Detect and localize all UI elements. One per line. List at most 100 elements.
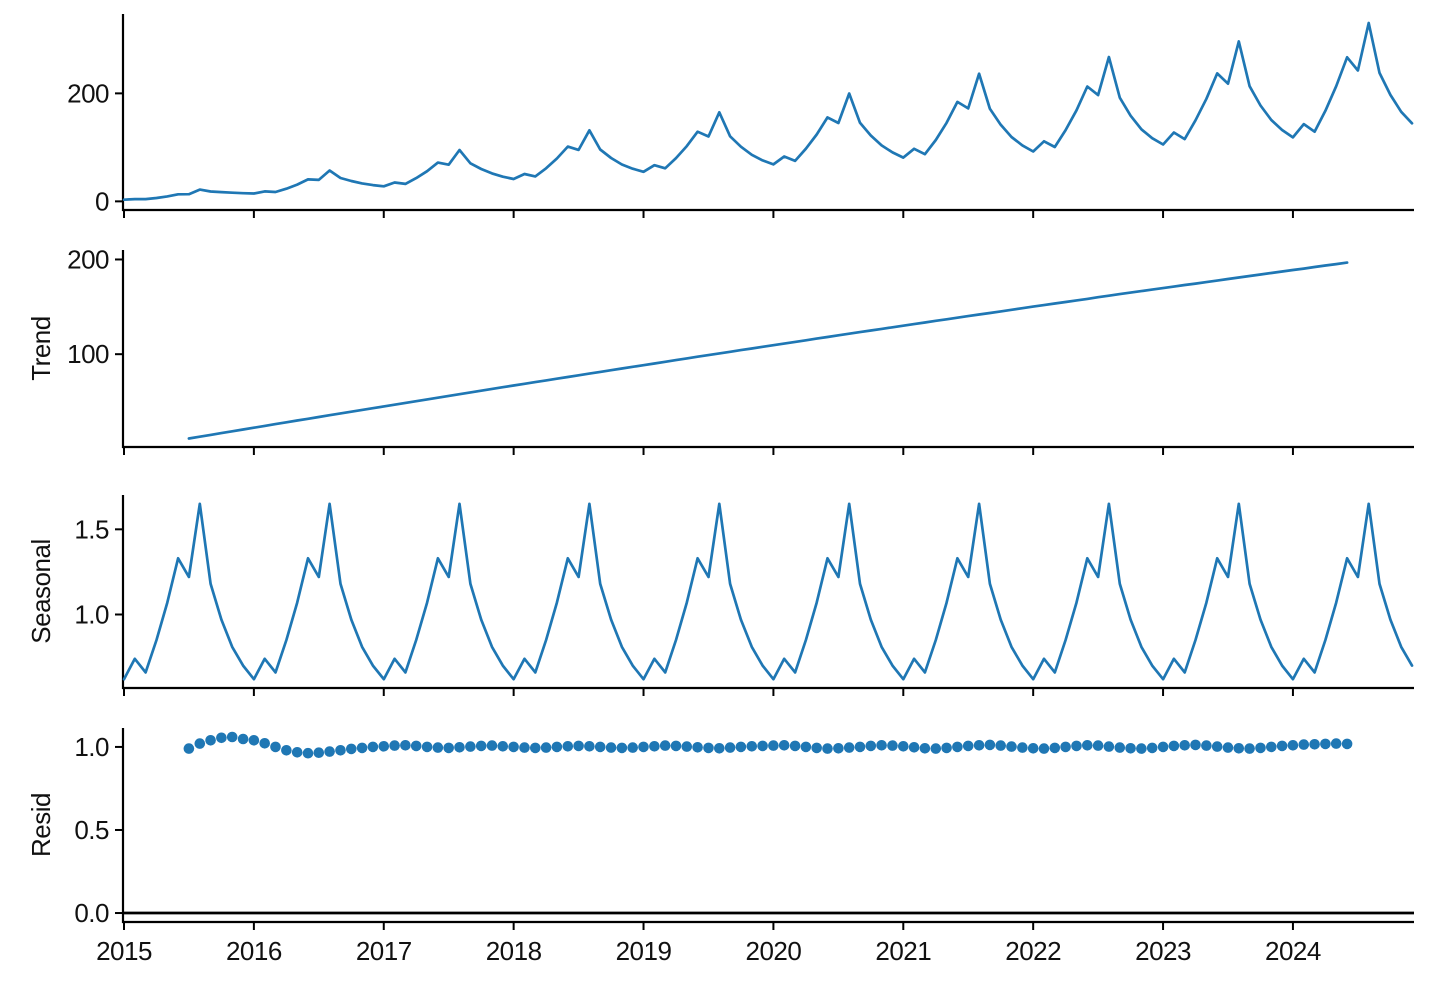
resid-point [356,742,368,754]
y-tick-label: 1.0 [74,732,109,762]
resid-point [1320,738,1331,750]
resid-point [508,741,519,753]
resid-point [259,738,271,749]
resid-point [616,742,628,754]
resid-point [1157,741,1169,753]
resid-point [1103,741,1115,752]
resid-point [540,742,552,753]
resid-point [919,743,931,754]
seasonal-line [122,502,1414,681]
resid-point [1136,743,1147,754]
resid-point [746,741,758,752]
resid-point [237,733,249,745]
resid-point [854,741,866,753]
resid-point [530,742,541,754]
resid-point [898,741,909,752]
y-axis-label-seasonal: Seasonal [26,539,56,643]
resid-point [226,731,238,743]
resid-point [984,739,996,751]
resid-point [659,740,671,751]
resid-point [183,743,195,754]
resid-point [1060,741,1071,753]
resid-point [1082,740,1093,751]
resid-point [995,740,1006,751]
resid-point [778,740,790,751]
resid-point [800,741,812,753]
resid-point [594,741,606,753]
y-tick-label: 200 [67,78,109,108]
resid-point [930,743,942,754]
resid-point [908,742,920,753]
resid-point [692,742,703,753]
resid-point [876,740,887,751]
y-tick-label: 1.5 [74,514,109,544]
panel-resid: 2015 2016 2017 2018 2019 2020 2021 2022 2023 2024… [26,728,1414,966]
resid-point [205,735,216,746]
resid-point [1233,743,1245,754]
resid-point [1190,739,1201,751]
resid-point [1201,740,1212,751]
resid-point [1168,740,1180,752]
y-tick-label: 0 [95,186,109,216]
resid-point [768,740,779,751]
resid-point [973,740,985,751]
resid-point [1330,738,1342,749]
resid-point [1017,742,1028,753]
resid-point [1244,743,1255,754]
resid-point [1211,741,1223,752]
resid-point [562,741,574,752]
observed-line [122,21,1414,202]
resid-point [313,747,325,758]
resid-point [324,746,335,757]
resid-point [649,741,660,752]
resid-point [400,740,411,751]
resid-point [887,740,898,751]
resid-point [335,745,346,756]
y-tick-label: 100 [67,339,109,369]
y-tick-label: 0.0 [74,898,109,928]
resid-point [681,741,693,752]
resid-point [1287,740,1299,751]
x-tick-label: 2018 [486,936,542,966]
resid-point [1341,738,1353,750]
x-tick-label: 2022 [1005,936,1061,966]
resid-point [1125,743,1136,754]
resid-point [1309,739,1320,750]
resid-point [584,741,595,752]
resid-point [638,741,649,753]
resid-point [346,743,357,755]
resid-point [1276,740,1288,752]
y-tick-label: 0.5 [74,815,109,845]
y-tick-label: 200 [67,244,109,274]
resid-point [421,741,433,753]
resid-point [1146,742,1158,754]
x-tick-label: 2021 [875,936,931,966]
resid-point [757,740,768,752]
y-tick-label: 1.0 [74,599,109,629]
resid-point [833,743,844,754]
resid-point [302,747,314,759]
y-axis-label-resid: Resid [26,793,56,857]
resid-point [291,747,303,758]
resid-point [703,742,714,754]
resid-point [1049,742,1061,754]
panel-observed: 0 200 [67,14,1414,218]
resid-point [811,742,822,754]
resid-point [216,732,227,744]
resid-point [281,745,292,756]
y-axis-label-trend: Trend [26,316,56,380]
resid-point [465,741,476,752]
resid-point [519,742,530,753]
resid-point [443,742,455,754]
resid-point [822,743,833,754]
resid-point [410,740,422,752]
resid-point [475,740,487,752]
resid-point [941,742,952,754]
resid-point [248,735,260,746]
resid-point [1006,741,1017,752]
x-tick-label: 2015 [96,936,152,966]
resid-point [843,742,855,753]
resid-point [1179,740,1190,751]
